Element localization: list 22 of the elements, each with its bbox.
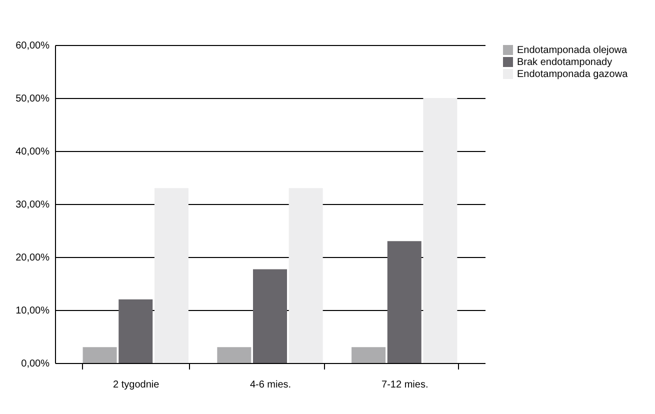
bar bbox=[387, 241, 422, 363]
bar bbox=[82, 347, 117, 363]
y-tick-label: 60,00% bbox=[16, 40, 50, 52]
y-tick-label: 40,00% bbox=[16, 146, 50, 158]
x-tick-label: 7-12 mies. bbox=[382, 380, 428, 390]
x-tick-label: 2 tygodnie bbox=[113, 380, 160, 390]
legend-label: Endotamponada olejowa bbox=[517, 45, 628, 56]
bar bbox=[423, 98, 458, 363]
y-tick-label: 0,00% bbox=[21, 358, 50, 370]
x-tick-label: 4-6 mies. bbox=[250, 380, 292, 390]
bar bbox=[288, 188, 323, 363]
legend-label: Brak endotamponady bbox=[517, 57, 612, 68]
bar bbox=[217, 347, 252, 363]
y-tick-label: 20,00% bbox=[16, 252, 50, 264]
bar bbox=[253, 269, 287, 363]
y-tick-label: 30,00% bbox=[16, 200, 50, 210]
y-tick-label: 10,00% bbox=[16, 306, 50, 316]
bar bbox=[118, 299, 153, 363]
legend-label: Endotamponada gazowa bbox=[517, 69, 628, 80]
y-tick-label: 50,00% bbox=[16, 94, 50, 104]
bar bbox=[154, 188, 188, 363]
bar bbox=[352, 347, 386, 363]
